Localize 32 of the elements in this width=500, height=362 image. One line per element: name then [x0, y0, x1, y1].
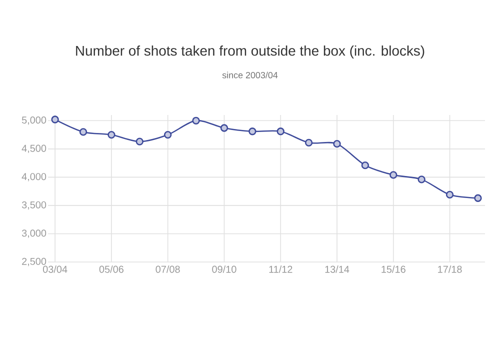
point — [361, 161, 370, 170]
chart-subtitle: since 2003/04 — [222, 72, 278, 78]
x-tick-label: 07/08 — [156, 266, 180, 273]
point — [192, 116, 200, 124]
point — [164, 130, 172, 139]
point — [220, 124, 228, 132]
point — [79, 128, 88, 136]
x-tick-label: 05/06 — [99, 266, 124, 273]
point — [248, 128, 256, 136]
point — [333, 140, 341, 148]
x-tick-label: 17/18 — [438, 266, 462, 273]
x-tick-label: 11/12 — [269, 266, 292, 273]
y-tick-label: 5,000 — [22, 116, 46, 125]
point — [446, 190, 454, 199]
point — [390, 171, 398, 179]
point — [108, 130, 116, 139]
x-tick-label: 15/16 — [382, 266, 406, 273]
point — [418, 176, 426, 184]
y-tick-label: 3,000 — [22, 230, 46, 238]
x-tick-label: 03/04 — [42, 266, 68, 273]
x-tick-label: 13/14 — [325, 266, 350, 273]
y-tick-label: 2,500 — [22, 258, 46, 266]
y-tick-label: 4,500 — [22, 144, 46, 154]
point — [276, 128, 284, 136]
x-tick-label: 09/10 — [212, 266, 236, 273]
y-tick-label: 4,000 — [22, 173, 46, 182]
chart-title: Number of shots taken from outside the box (inc. blocks) — [76, 46, 424, 58]
point — [304, 138, 313, 147]
point — [136, 138, 144, 146]
point — [474, 194, 482, 202]
y-tick-label: 3,500 — [22, 201, 46, 210]
point — [51, 116, 59, 124]
